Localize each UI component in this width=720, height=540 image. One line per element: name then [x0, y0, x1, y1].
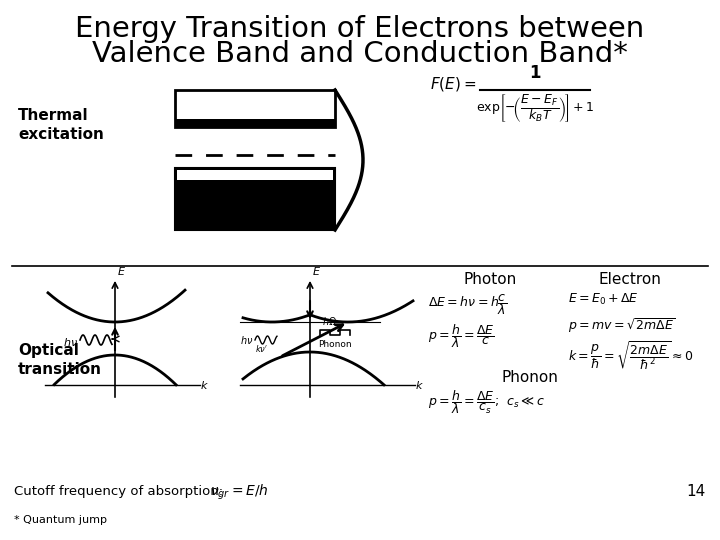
Text: Energy Transition of Electrons between: Energy Transition of Electrons between [76, 15, 644, 43]
Text: Phonon: Phonon [502, 370, 559, 385]
Text: Electron: Electron [598, 272, 662, 287]
Text: $\exp\!\left[-\!\left(\dfrac{E-E_F}{k_B T}\right)\!\right]+1$: $\exp\!\left[-\!\left(\dfrac{E-E_F}{k_B … [476, 92, 594, 124]
Text: $h\nu$: $h\nu$ [240, 334, 253, 346]
Text: Cutoff frequency of absorption:: Cutoff frequency of absorption: [14, 485, 223, 498]
Text: $\Delta E = h\nu = h\dfrac{c}{\lambda}$: $\Delta E = h\nu = h\dfrac{c}{\lambda}$ [428, 292, 508, 317]
Text: $E = E_0 + \Delta E$: $E = E_0 + \Delta E$ [568, 292, 639, 307]
Text: * Quantum jump: * Quantum jump [14, 515, 107, 525]
Text: Thermal
excitation: Thermal excitation [18, 107, 104, 143]
Text: Phonon: Phonon [318, 340, 351, 349]
Text: Valence Band and Conduction Band*: Valence Band and Conduction Band* [92, 40, 628, 68]
Text: $E$: $E$ [312, 265, 321, 277]
Text: Optical
transition: Optical transition [18, 342, 102, 377]
Text: 14: 14 [687, 484, 706, 500]
Bar [175, 168, 335, 230]
Bar [175, 90, 335, 127]
Text: $k = \dfrac{p}{\hbar} = \sqrt{\dfrac{2m\Delta E}{\hbar^2}} \approx 0$: $k = \dfrac{p}{\hbar} = \sqrt{\dfrac{2m\… [568, 340, 693, 373]
Text: $\mathbf{1}$: $\mathbf{1}$ [528, 64, 541, 82]
Text: $p = \dfrac{h}{\lambda} = \dfrac{\Delta E}{c_s}$;  $c_s \ll c$: $p = \dfrac{h}{\lambda} = \dfrac{\Delta … [428, 388, 545, 416]
Text: Photon: Photon [464, 272, 517, 287]
Bar [175, 119, 335, 127]
Text: $k\nu^\prime$: $k\nu^\prime$ [255, 342, 269, 354]
Text: $E$: $E$ [117, 265, 126, 277]
Text: $k$: $k$ [200, 379, 209, 391]
Text: $k$: $k$ [415, 379, 424, 391]
Text: $\nu_{gr} = E/h$: $\nu_{gr} = E/h$ [210, 482, 269, 502]
Bar [177, 170, 333, 180]
Text: $h\nu$: $h\nu$ [63, 336, 78, 348]
Text: $h\Omega$: $h\Omega$ [322, 315, 337, 327]
Text: $p = \dfrac{h}{\lambda} = \dfrac{\Delta E}{c}$: $p = \dfrac{h}{\lambda} = \dfrac{\Delta … [428, 322, 495, 350]
Text: $F(E)=$: $F(E)=$ [430, 75, 477, 93]
Text: $p = mv = \sqrt{2m\Delta E}$: $p = mv = \sqrt{2m\Delta E}$ [568, 316, 675, 335]
